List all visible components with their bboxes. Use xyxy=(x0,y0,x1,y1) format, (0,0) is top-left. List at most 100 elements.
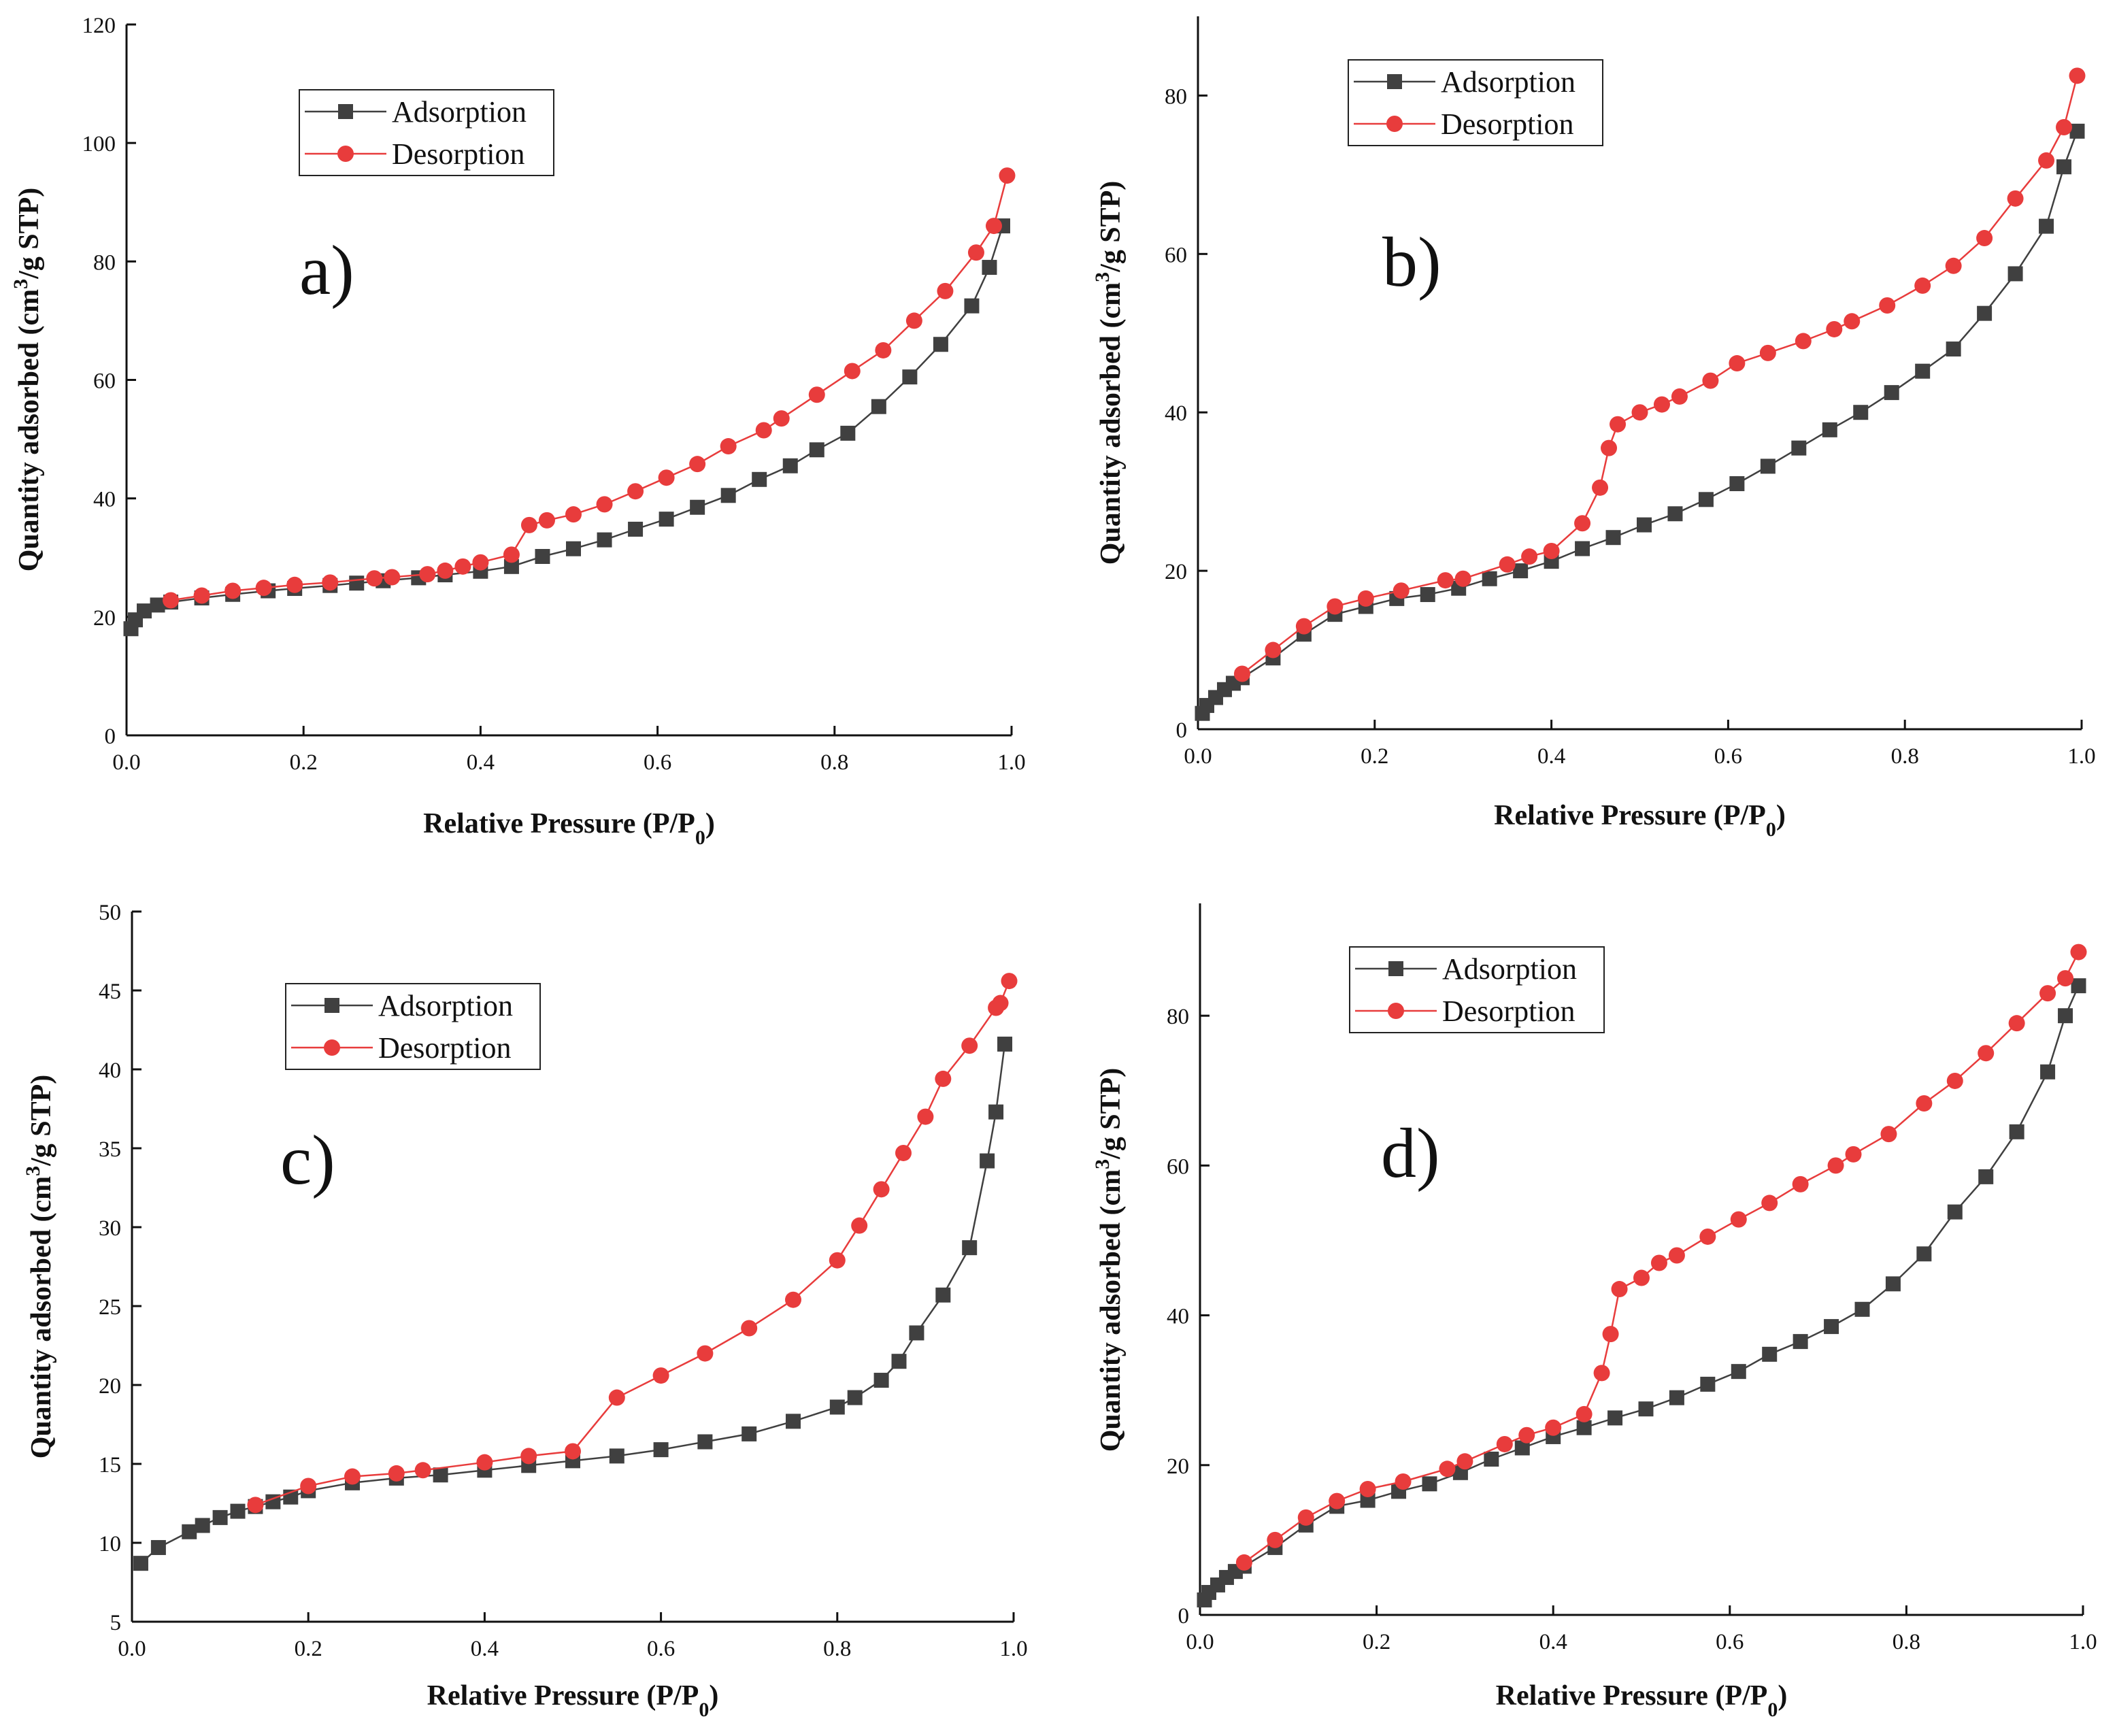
adsorption-point xyxy=(1729,476,1745,492)
adsorption-point xyxy=(182,1524,197,1539)
y-tick-label: 20 xyxy=(93,606,116,631)
adsorption-point xyxy=(690,499,705,515)
series-adsorption xyxy=(1197,978,2086,1607)
adsorption-point xyxy=(1667,506,1683,522)
legend-marker-desorption xyxy=(324,1039,340,1056)
adsorption-point xyxy=(1853,405,1869,420)
desorption-point xyxy=(1610,416,1627,433)
adsorption-point xyxy=(891,1354,907,1369)
desorption-point xyxy=(967,244,984,261)
x-tick-label: 0.0 xyxy=(1186,1630,1214,1654)
adsorption-line xyxy=(1203,985,2080,1601)
desorption-point xyxy=(652,1367,669,1384)
legend: Adsorption Desorption xyxy=(285,983,541,1070)
desorption-point xyxy=(1439,1460,1456,1478)
desorption-point xyxy=(2057,970,2074,987)
desorption-point xyxy=(437,562,454,579)
adsorption-point xyxy=(873,1373,889,1388)
legend-marker-adsorption xyxy=(1387,74,1402,89)
x-tick-label: 0.4 xyxy=(471,1637,499,1661)
adsorption-line xyxy=(130,225,1004,629)
adsorption-point xyxy=(1638,1401,1654,1417)
adsorption-point xyxy=(2009,1124,2024,1139)
series-desorption xyxy=(1233,67,2086,682)
legend-marker-adsorption xyxy=(338,104,353,119)
adsorption-point xyxy=(1885,1276,1901,1292)
x-tick-label: 0.2 xyxy=(295,1637,322,1661)
adsorption-point xyxy=(195,1518,210,1533)
x-tick-label: 0.6 xyxy=(1716,1630,1744,1654)
desorption-point xyxy=(1357,590,1374,607)
desorption-point xyxy=(1611,1281,1628,1298)
x-tick-label: 1.0 xyxy=(999,1637,1027,1661)
desorption-point xyxy=(1671,388,1688,405)
desorption-point xyxy=(1295,618,1312,635)
x-axis-title: Relative Pressure (P/P0) xyxy=(1494,800,1786,841)
desorption-point xyxy=(1668,1247,1685,1264)
x-tick-label: 0.6 xyxy=(644,750,671,775)
adsorption-point xyxy=(1669,1390,1684,1405)
y-tick-label: 0 xyxy=(1176,718,1188,743)
adsorption-point xyxy=(137,603,152,619)
adsorption-point xyxy=(503,558,519,574)
adsorption-point xyxy=(1731,1364,1746,1380)
adsorption-point xyxy=(1946,341,1961,357)
desorption-point xyxy=(388,1465,405,1482)
desorption-point xyxy=(1978,1045,1995,1062)
adsorption-point xyxy=(2069,123,2085,139)
adsorption-point xyxy=(597,532,612,548)
adsorption-point xyxy=(909,1325,924,1341)
adsorption-point xyxy=(150,597,165,613)
adsorption-point xyxy=(2058,1008,2073,1024)
desorption-point xyxy=(658,469,675,486)
x-tick-label: 0.6 xyxy=(647,1637,675,1661)
adsorption-point xyxy=(609,1448,624,1464)
y-tick-label: 60 xyxy=(93,369,116,394)
panel-label: b) xyxy=(1382,223,1441,301)
adsorption-point xyxy=(1977,305,1993,321)
y-tick-label: 45 xyxy=(99,980,121,1004)
y-tick-label: 0 xyxy=(105,724,116,749)
adsorption-point xyxy=(1700,1376,1716,1392)
adsorption-point xyxy=(566,541,582,556)
desorption-point xyxy=(1631,404,1648,421)
desorption-point xyxy=(1945,257,1962,274)
desorption-point xyxy=(935,1070,952,1087)
desorption-point xyxy=(2056,119,2073,136)
desorption-point xyxy=(414,1462,431,1479)
adsorption-point xyxy=(1791,440,1807,456)
series-adsorption xyxy=(123,218,1010,637)
desorption-point xyxy=(1795,333,1812,350)
desorption-point xyxy=(829,1252,846,1269)
desorption-point xyxy=(1543,543,1560,559)
desorption-point xyxy=(1393,582,1410,599)
desorption-point xyxy=(224,582,241,599)
desorption-point xyxy=(961,1037,978,1054)
desorption-point xyxy=(454,558,471,575)
desorption-point xyxy=(1518,1426,1535,1443)
x-tick-label: 0.0 xyxy=(118,1637,146,1661)
desorption-point xyxy=(689,456,706,473)
adsorption-line xyxy=(1201,131,2078,714)
desorption-point xyxy=(1359,1481,1376,1498)
desorption-point xyxy=(873,1181,890,1198)
desorption-point xyxy=(741,1320,758,1337)
panel-label: c) xyxy=(280,1121,335,1199)
adsorption-point xyxy=(1607,1410,1623,1426)
y-tick-label: 60 xyxy=(1165,243,1187,267)
desorption-point xyxy=(608,1389,625,1406)
desorption-point xyxy=(1499,556,1516,573)
x-axis-title: Relative Pressure (P/P0) xyxy=(427,1680,719,1721)
desorption-point xyxy=(937,282,954,299)
desorption-point xyxy=(720,438,737,455)
desorption-point xyxy=(755,422,772,439)
desorption-point xyxy=(1759,344,1776,361)
desorption-point xyxy=(1233,665,1250,682)
adsorption-point xyxy=(535,549,550,565)
desorption-point xyxy=(1592,479,1609,496)
y-tick-label: 40 xyxy=(1167,1305,1189,1329)
desorption-point xyxy=(851,1217,868,1234)
x-tick-label: 1.0 xyxy=(2067,744,2095,769)
chart-panel-b: 0.0 0.2 0.4 0.6 0.8 1.0 0 20 40 60 80 Relative Pres… xyxy=(1091,16,2096,841)
y-tick-label: 80 xyxy=(1167,1005,1189,1029)
